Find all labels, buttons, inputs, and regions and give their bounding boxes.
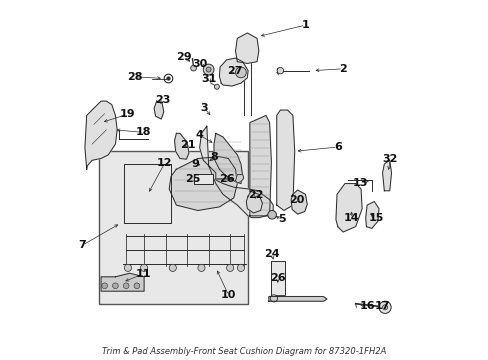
Circle shape [198, 264, 204, 271]
Text: 16: 16 [359, 301, 374, 311]
Circle shape [237, 264, 244, 271]
Text: 11: 11 [135, 269, 150, 279]
Text: 31: 31 [201, 73, 216, 84]
Text: 8: 8 [210, 152, 218, 162]
Text: 24: 24 [264, 249, 279, 259]
Bar [99, 151, 247, 304]
Text: 2: 2 [339, 64, 346, 74]
Polygon shape [335, 184, 362, 232]
Text: 12: 12 [157, 158, 172, 168]
Polygon shape [365, 202, 378, 228]
Circle shape [169, 264, 176, 271]
Polygon shape [219, 58, 247, 86]
Circle shape [123, 283, 129, 289]
Text: 26: 26 [269, 273, 285, 283]
Polygon shape [101, 273, 144, 291]
Circle shape [378, 301, 390, 314]
Text: 25: 25 [185, 174, 201, 184]
Text: 10: 10 [221, 291, 236, 301]
Text: 9: 9 [191, 159, 199, 169]
Circle shape [235, 67, 246, 78]
Text: 28: 28 [126, 72, 142, 82]
Polygon shape [199, 126, 273, 218]
Text: 4: 4 [195, 130, 203, 140]
Polygon shape [235, 175, 244, 183]
Bar [193, 174, 213, 184]
Circle shape [277, 67, 283, 74]
Text: 3: 3 [200, 103, 208, 113]
Polygon shape [382, 160, 391, 191]
Polygon shape [246, 192, 262, 213]
Polygon shape [276, 110, 294, 211]
Polygon shape [169, 157, 237, 211]
Circle shape [270, 295, 277, 302]
Circle shape [190, 65, 196, 71]
Polygon shape [249, 116, 271, 216]
Text: 5: 5 [278, 215, 285, 224]
Text: 17: 17 [374, 301, 389, 311]
Text: 18: 18 [135, 127, 151, 137]
Circle shape [267, 211, 276, 219]
Text: 14: 14 [343, 213, 358, 223]
Text: 20: 20 [289, 195, 305, 206]
Polygon shape [85, 101, 117, 169]
Text: 1: 1 [301, 20, 309, 30]
Text: 30: 30 [192, 59, 207, 69]
Circle shape [382, 305, 387, 310]
Text: 6: 6 [333, 142, 341, 152]
Circle shape [102, 283, 107, 289]
Text: 32: 32 [382, 154, 397, 164]
Text: 27: 27 [226, 66, 242, 76]
Text: 23: 23 [155, 95, 170, 105]
Polygon shape [174, 134, 188, 159]
Bar [270, 261, 285, 296]
Circle shape [140, 264, 147, 271]
Circle shape [206, 67, 211, 72]
Circle shape [112, 283, 118, 289]
Text: 7: 7 [79, 240, 86, 250]
Polygon shape [235, 33, 258, 63]
Circle shape [226, 264, 233, 271]
Circle shape [166, 77, 170, 80]
Polygon shape [268, 297, 326, 301]
Text: 22: 22 [248, 190, 263, 200]
Circle shape [134, 283, 140, 289]
Polygon shape [290, 190, 306, 214]
Text: 29: 29 [176, 52, 192, 62]
Text: 15: 15 [367, 213, 383, 223]
Circle shape [214, 84, 219, 89]
Text: Trim & Pad Assembly-Front Seat Cushion Diagram for 87320-1FH2A: Trim & Pad Assembly-Front Seat Cushion D… [102, 347, 386, 356]
Text: 21: 21 [180, 140, 195, 150]
Text: 26: 26 [218, 174, 234, 184]
Circle shape [203, 64, 214, 75]
Polygon shape [214, 134, 242, 184]
Polygon shape [154, 101, 163, 119]
Circle shape [124, 264, 131, 271]
Text: 19: 19 [119, 109, 135, 120]
Text: 13: 13 [351, 177, 367, 188]
